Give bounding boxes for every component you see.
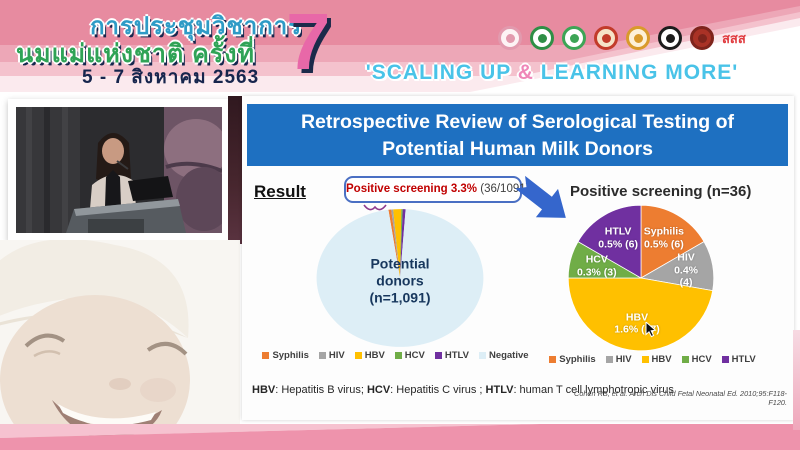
legend-swatch-hiv <box>318 352 326 359</box>
legend-positive-screening: Syphilis HIV HBV HCV HTLV <box>549 354 756 365</box>
potential-donors-pie: Potential donors (n=1,091) <box>314 207 486 349</box>
edition-number: 7 <box>286 0 331 86</box>
positive-screening-pie-svg <box>567 204 715 352</box>
callout-highlight: Positive screening 3.3% <box>346 183 478 195</box>
slice-label-syphilis: Syphilis 0.5% (6) <box>643 225 685 251</box>
bottom-pink-band <box>0 424 800 450</box>
legend-item-htlv: HTLV <box>721 354 756 365</box>
slogan-text-2: LEARNING MORE' <box>533 61 739 84</box>
mother-and-child-foundation-logo <box>498 26 522 50</box>
pie-slice-htlv <box>400 209 406 278</box>
potential-donors-label: Potential donors (n=1,091) <box>369 255 431 306</box>
legend-swatch-hbv <box>354 352 362 359</box>
stage-backdrop-strip <box>228 96 243 244</box>
presentation-slide: Retrospective Review of Serological Test… <box>242 96 794 420</box>
result-heading: Result <box>254 182 306 201</box>
legend-item-hcv: HCV <box>681 354 712 365</box>
pie-slice-hbv <box>567 277 714 352</box>
legend-item-hbv: HBV <box>354 350 385 361</box>
slice-label-hcv: HCV 0.3% (3) <box>576 253 617 279</box>
mouse-cursor-icon <box>645 322 657 338</box>
slice-label-htlv: HTLV 0.5% (6) <box>598 225 638 251</box>
callout-detail: (36/1091) <box>477 183 530 195</box>
citation: Cohen RS, et al. Arch Dis Child Fetal Ne… <box>574 389 787 407</box>
pie-slice-syphilis <box>388 209 400 278</box>
legend-swatch-negative <box>478 352 486 359</box>
callout-pointer-brace <box>363 204 387 211</box>
royal-college-red-gold-logo <box>594 26 618 50</box>
presenter-scene <box>16 107 222 233</box>
red-college-seal-logo <box>690 26 714 50</box>
legend-swatch-syphilis <box>549 356 557 363</box>
positive-screening-callout: Positive screening 3.3% (36/1091) <box>344 176 529 203</box>
pie-slice-hbv <box>393 209 402 278</box>
legend-swatch-hbv <box>641 356 649 363</box>
conference-dates: 5 - 7 สิงหาคม 2563 <box>82 67 260 88</box>
slide-title-line2: Potential Human Milk Donors <box>382 138 653 160</box>
legend-item-hcv: HCV <box>394 350 425 361</box>
legend-item-syphilis: Syphilis <box>549 354 596 365</box>
presenter-video <box>8 99 230 241</box>
thai-health-promotion-logo: สสส <box>722 30 746 46</box>
pie-slice-syphilis <box>640 204 705 279</box>
pie-slice-htlv <box>577 204 642 279</box>
black-university-seal-logo <box>658 26 682 50</box>
royal-institute-gold-logo <box>626 26 650 50</box>
positive-screening-title: Positive screening (n=36) <box>570 183 752 200</box>
slide-title: Retrospective Review of Serological Test… <box>247 104 788 166</box>
virus-abbreviation-footnote: HBV: Hepatitis B virus; HCV: Hepatitis C… <box>252 384 674 396</box>
legend-potential-donors: Syphilis HIV HBV HCV HTLV Negative <box>262 350 529 361</box>
legend-item-htlv: HTLV <box>434 350 469 361</box>
slogan-ampersand: & <box>517 61 534 84</box>
legend-swatch-htlv <box>434 352 442 359</box>
green-medical-council-logo <box>530 26 554 50</box>
slogan-text: 'SCALING UP <box>365 61 518 84</box>
legend-item-negative: Negative <box>478 350 529 361</box>
legend-swatch-hcv <box>681 356 689 363</box>
pie-slice-negative <box>316 209 484 347</box>
baby-photo <box>0 240 240 450</box>
legend-item-hiv: HIV <box>605 354 632 365</box>
legend-item-syphilis: Syphilis <box>262 350 309 361</box>
right-pink-strip <box>793 330 800 430</box>
logo-row: สสส <box>498 26 746 50</box>
potential-donors-pie-svg <box>316 209 484 347</box>
conference-title-line2: นมแม่แห่งชาติ ครั้งที่ <box>16 40 255 68</box>
legend-swatch-hcv <box>394 352 402 359</box>
slide-title-line1: Retrospective Review of Serological Test… <box>300 111 735 133</box>
arrow-right-icon <box>515 175 566 218</box>
pie-slice-hcv <box>400 209 403 278</box>
green-health-association-logo <box>562 26 586 50</box>
legend-item-hbv: HBV <box>641 354 672 365</box>
slice-label-hiv: HIV 0.4% (4) <box>674 251 699 289</box>
conference-slogan: 'SCALING UP & LEARNING MORE' <box>306 61 798 85</box>
positive-screening-pie: Syphilis 0.5% (6)HIV 0.4% (4)HBV 1.6% (1… <box>566 203 716 353</box>
legend-swatch-hiv <box>605 356 613 363</box>
legend-swatch-syphilis <box>262 352 270 359</box>
legend-item-hiv: HIV <box>318 350 345 361</box>
pie-slice-hiv <box>391 209 400 278</box>
conference-title-line1: การประชุมวิชาการ <box>90 13 303 40</box>
legend-swatch-htlv <box>721 356 729 363</box>
